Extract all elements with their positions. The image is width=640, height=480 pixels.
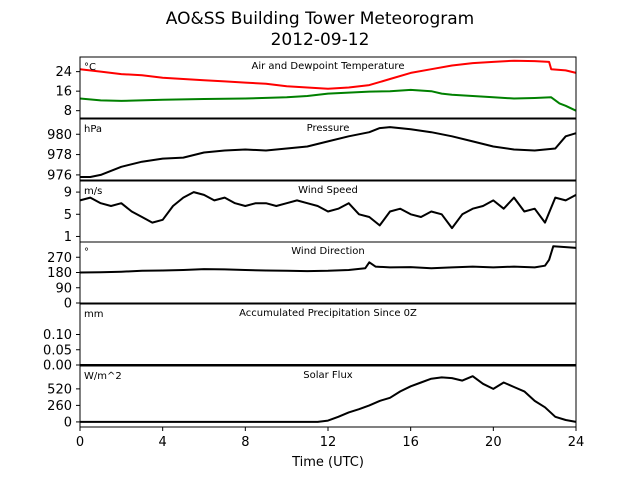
series-line-solar-flux [80,375,577,423]
y-tick-label: 0 [64,297,72,312]
unit-label: m/s [84,186,102,197]
x-tick-label: 0 [76,435,84,450]
panel-accumulated-precipitation-since-0z: 0.000.050.10 mm Accumulated Precipitation … [43,303,577,374]
y-tick-label: 260 [47,399,72,414]
y-tick-label: 980 [47,128,72,143]
panel-air-and-dewpoint-temperature: 8 16 24 °C Air and Dewpoint Temperature [55,56,577,119]
x-tick-label: 16 [402,435,419,450]
x-tick-label: 4 [159,435,167,450]
x-axis-title: Time (UTC) [291,455,364,470]
series-line-pressure [80,126,577,178]
y-tick-label: 0.00 [43,359,72,374]
y-tick-label: 0.05 [43,343,72,358]
y-tick-label: 270 [47,251,72,266]
chart-title: AO&SS Building Tower Meteorogram [166,9,474,29]
x-axis: 0 4 8 12 16 20 24 [76,435,584,450]
unit-label: W/m^2 [84,371,122,382]
panel-title: Pressure [307,123,350,134]
y-tick-label: 1 [64,230,72,245]
panel-frame [79,118,577,181]
series-line-air-and-dewpoint-temperature-dewpoint [79,88,577,112]
x-tick-label: 8 [241,435,249,450]
y-tick-label: 5 [64,208,72,223]
panel-wind-speed: 1 5 9 m/s Wind Speed [64,180,577,245]
y-tick-label: 90 [55,281,72,296]
x-tick-label: 24 [568,435,585,450]
y-tick-label: 976 [47,168,72,183]
panel-title: Wind Direction [291,246,365,257]
y-tick-label: 0 [64,415,72,430]
y-tick-label: 8 [64,104,72,119]
chart-date-subtitle: 2012-09-12 [271,30,370,50]
panel-title: Solar Flux [303,370,353,381]
y-tick-label: 9 [64,186,72,201]
series-line-wind-speed [79,191,577,230]
panel-title: Accumulated Precipitation Since 0Z [239,308,417,319]
panel-pressure: 976 978 980 hPa Pressure [47,118,577,183]
x-tick-label: 20 [485,435,502,450]
y-tick-label: 24 [55,65,72,80]
unit-label: hPa [84,124,102,135]
series-line-air-and-dewpoint-temperature-temperature [79,59,577,90]
panel-title: Air and Dewpoint Temperature [252,61,405,72]
y-tick-label: 520 [47,382,72,397]
series-line-wind-direction [79,245,577,274]
panel-title: Wind Speed [298,185,358,196]
unit-label: mm [84,309,103,320]
panel-frame [79,56,577,119]
x-tick-label: 12 [320,435,337,450]
unit-label: °C [84,62,96,73]
y-tick-label: 978 [47,148,72,163]
y-tick-label: 180 [47,266,72,281]
y-tick-label: 0.10 [43,328,72,343]
unit-label: ° [84,247,89,258]
y-tick-label: 16 [55,85,72,100]
